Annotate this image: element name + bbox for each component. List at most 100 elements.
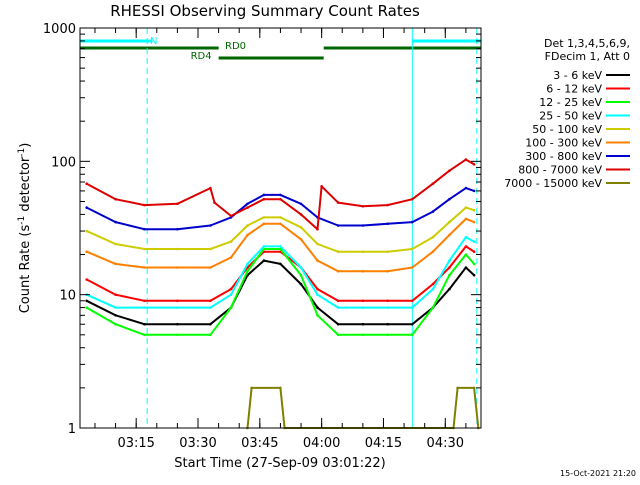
series-point: [316, 242, 319, 246]
series-point: [448, 220, 451, 224]
series-point: [464, 235, 468, 239]
series-point: [336, 306, 340, 309]
series-point: [262, 245, 266, 248]
series-line: [86, 259, 475, 326]
series-point: [299, 273, 303, 277]
series-point: [411, 333, 414, 337]
series-point: [472, 240, 476, 243]
series-point: [472, 189, 476, 193]
series-point: [431, 282, 435, 286]
series-line: [86, 245, 475, 302]
series-point: [411, 266, 414, 269]
series-point: [85, 229, 88, 233]
series-point: [143, 306, 146, 309]
series-point: [431, 182, 435, 185]
series-point: [472, 208, 476, 212]
legend-entry-label: 6 - 12 keV: [546, 83, 602, 96]
series-point: [143, 322, 146, 326]
series-point: [361, 250, 365, 253]
series-point: [229, 306, 233, 309]
series-point: [431, 235, 435, 239]
series-point: [299, 213, 303, 216]
series-point: [279, 216, 282, 219]
series-point: [262, 216, 266, 219]
series-point: [361, 269, 365, 273]
series-point: [464, 245, 468, 248]
series-point: [209, 333, 212, 337]
series-point: [279, 222, 282, 226]
series-point: [176, 299, 179, 303]
x-tick-label: 03:15: [117, 436, 154, 451]
y-axis-label-main: Count Rate (s: [18, 225, 33, 314]
series-point: [336, 299, 340, 303]
series-point: [114, 262, 117, 266]
x-tick-label: 04:30: [427, 436, 464, 451]
series-point: [411, 306, 414, 309]
y-axis-label-sup2: -1: [17, 148, 27, 157]
series-point: [143, 266, 146, 269]
series-point: [472, 262, 476, 266]
series-point: [279, 386, 282, 390]
series-point: [316, 306, 319, 309]
flag-label: RD0: [225, 41, 246, 52]
series-point: [316, 314, 319, 317]
series-point: [143, 247, 146, 251]
series-point: [448, 197, 451, 201]
legend-entry-label: 300 - 800 keV: [525, 150, 602, 163]
series-point: [316, 227, 319, 231]
legend: Det 1,3,4,5,6,9, FDecim 1, Att 0 3 - 6 k…: [504, 37, 630, 190]
series-point: [464, 186, 468, 190]
series-point: [85, 182, 88, 185]
series-point: [336, 201, 340, 204]
series-point: [336, 250, 340, 253]
series-point: [361, 224, 365, 227]
legend-entry-label: 12 - 25 keV: [539, 96, 602, 109]
series-point: [229, 256, 233, 259]
series-point: [250, 386, 253, 390]
series-point: [316, 259, 319, 262]
legend-entry-label: 25 - 50 keV: [539, 110, 602, 123]
y-axis-label-end: ): [18, 143, 33, 148]
series-point: [246, 233, 249, 237]
series-point: [464, 217, 468, 221]
series-point: [299, 202, 303, 206]
series-point: [448, 169, 451, 172]
series-point: [472, 220, 476, 224]
series-point: [209, 299, 212, 303]
series-point: [386, 299, 389, 303]
x-axis-label: Start Time (27-Sep-09 03:01:22): [174, 456, 385, 471]
legend-header-line1: Det 1,3,4,5,6,9,: [544, 37, 630, 50]
series-point: [262, 259, 266, 262]
series-point: [472, 273, 476, 277]
series-point: [176, 333, 179, 337]
series-point: [229, 287, 233, 291]
series-point: [143, 227, 146, 231]
y-axis-label-mid: detector: [18, 156, 33, 216]
series-point: [336, 322, 340, 326]
series-point: [114, 322, 117, 326]
series-point: [316, 293, 319, 297]
series-point: [448, 273, 451, 277]
series-point: [361, 205, 365, 208]
series-point: [246, 202, 249, 206]
series-point: [448, 233, 451, 237]
series-point: [456, 386, 459, 390]
series-point: [229, 214, 233, 218]
series-point: [114, 197, 117, 201]
series-point: [411, 322, 414, 326]
series-point: [336, 269, 340, 273]
chart-title: RHESSI Observing Summary Count Rates: [110, 2, 420, 20]
series-point: [209, 322, 212, 326]
series-point: [246, 224, 249, 227]
series-point: [431, 250, 435, 253]
series-point: [361, 322, 365, 326]
x-tick-label: 04:15: [365, 436, 402, 451]
series-point: [386, 322, 389, 326]
series-point: [299, 226, 303, 229]
legend-entry-label: 7000 - 15000 keV: [504, 177, 602, 190]
x-tick-label: 03:30: [179, 436, 216, 451]
series-lines: [85, 158, 480, 430]
series-point: [464, 266, 468, 269]
series-point: [464, 253, 468, 256]
